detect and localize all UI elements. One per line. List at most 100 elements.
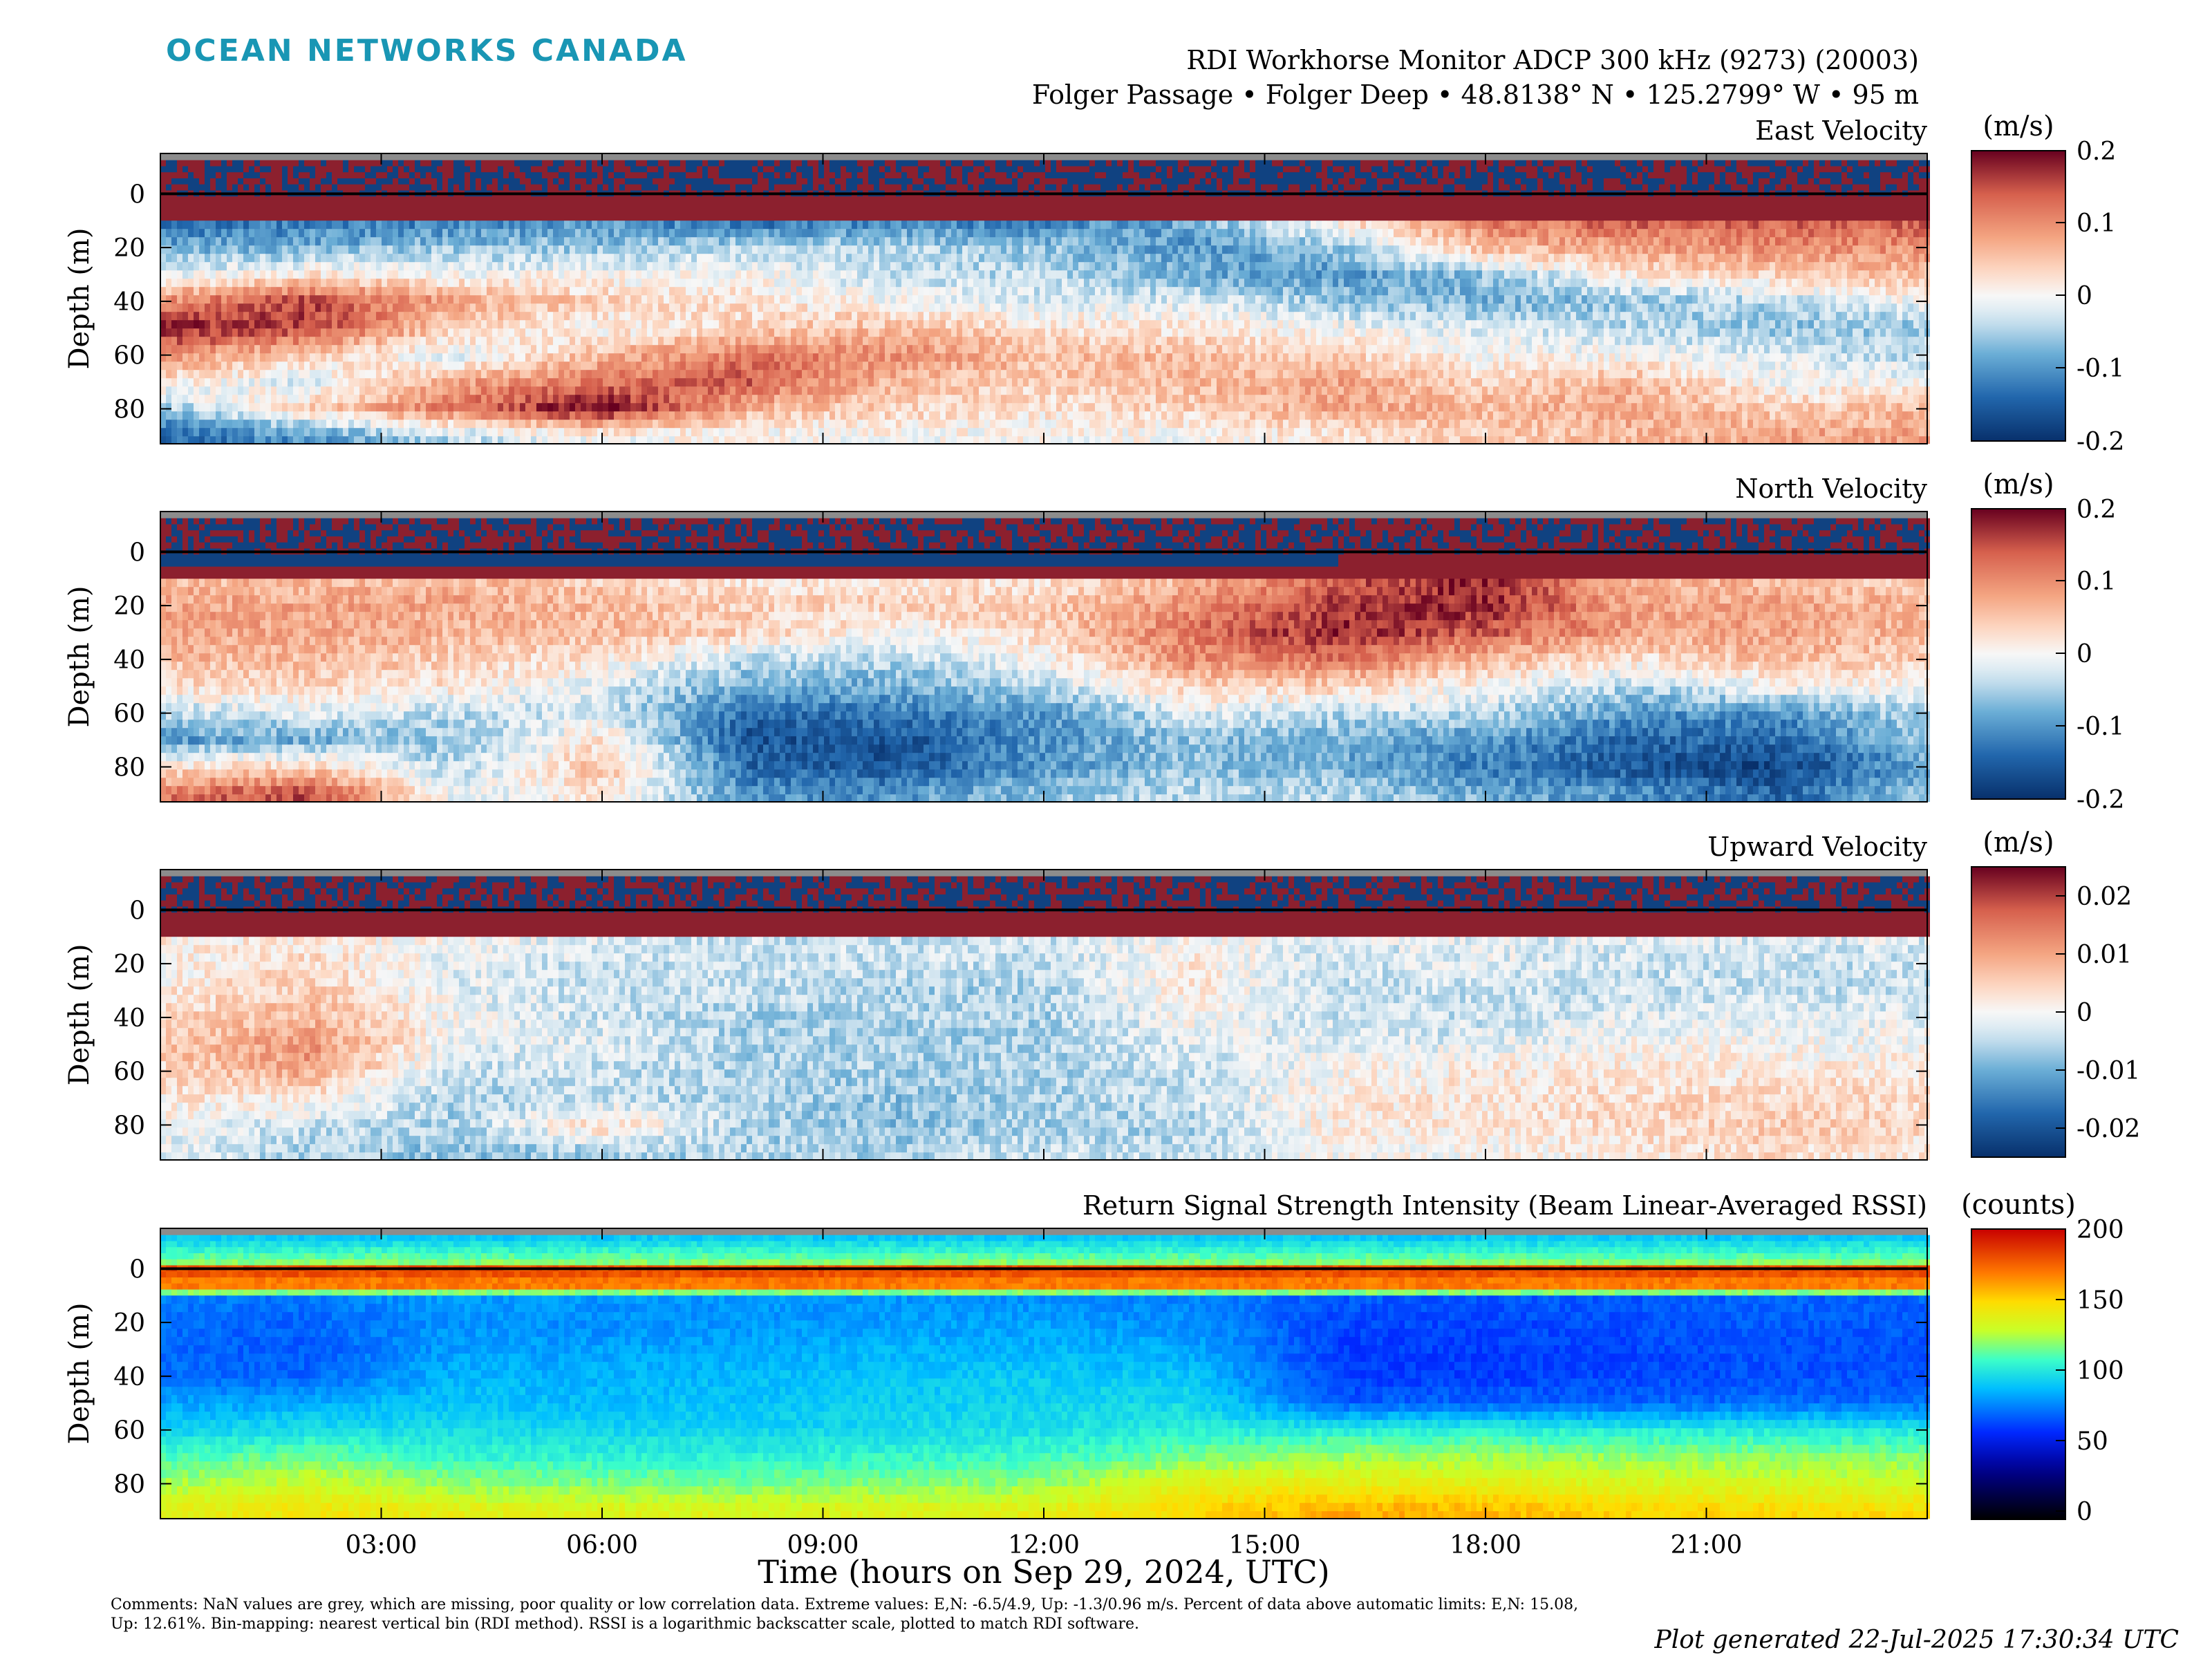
heatmap-cell: [332, 303, 337, 312]
heatmap-cell: [752, 279, 758, 288]
heatmap-cell: [791, 312, 796, 321]
heatmap-cell: [885, 337, 890, 346]
heatmap-cell: [304, 386, 310, 395]
heatmap-cell: [503, 312, 509, 321]
heatmap-cell: [310, 436, 315, 444]
heatmap-cell: [592, 370, 597, 379]
heatmap-cell: [343, 328, 348, 337]
heatmap-cell: [686, 178, 691, 185]
heatmap-cell: [730, 229, 735, 238]
heatmap-cell: [868, 172, 874, 179]
heatmap-cell: [802, 295, 807, 304]
heatmap-cell: [536, 312, 542, 321]
heatmap-cell: [830, 378, 835, 387]
heatmap-cell: [249, 403, 254, 412]
heatmap-cell: [371, 428, 376, 437]
heatmap-cell: [896, 262, 901, 271]
heatmap-cell: [492, 214, 498, 221]
heatmap-cell: [520, 172, 525, 179]
heatmap-cell: [559, 370, 564, 379]
heatmap-cell: [735, 184, 741, 191]
heatmap-cell: [194, 303, 199, 312]
heatmap-cell: [653, 203, 658, 209]
heatmap-cell: [365, 328, 371, 337]
heatmap-cell: [835, 208, 841, 215]
heatmap-cell: [863, 166, 868, 173]
heatmap-cell: [227, 196, 232, 203]
heatmap-cell: [371, 420, 376, 429]
heatmap-cell: [271, 203, 276, 209]
heatmap-cell: [481, 420, 487, 429]
heatmap-cell: [409, 320, 415, 329]
heatmap-cell: [299, 214, 304, 221]
heatmap-cell: [426, 395, 431, 404]
heatmap-cell: [299, 254, 304, 263]
heatmap-cell: [785, 166, 791, 173]
heatmap-cell: [830, 395, 835, 404]
heatmap-cell: [785, 178, 791, 185]
heatmap-cell: [404, 428, 409, 437]
heatmap-cell: [708, 320, 713, 329]
heatmap-cell: [415, 287, 420, 296]
heatmap-cell: [332, 279, 337, 288]
heatmap-cell: [874, 166, 879, 173]
heatmap-cell: [448, 184, 453, 191]
heatmap-cell: [221, 254, 227, 263]
heatmap-cell: [686, 436, 691, 444]
heatmap-cell: [310, 395, 315, 404]
heatmap-cell: [470, 178, 476, 185]
heatmap-cell: [326, 303, 332, 312]
heatmap-cell: [376, 229, 382, 238]
heatmap-cell: [210, 320, 216, 329]
heatmap-cell: [630, 287, 636, 296]
heatmap-cell: [326, 378, 332, 387]
heatmap-cell: [586, 320, 592, 329]
heatmap-cell: [282, 237, 288, 246]
heatmap-cell: [487, 378, 492, 387]
heatmap-cell: [166, 214, 171, 221]
heatmap-cell: [332, 160, 337, 167]
heatmap-cell: [586, 184, 592, 191]
heatmap-cell: [271, 287, 276, 296]
heatmap-cell: [896, 237, 901, 246]
heatmap-cell: [824, 221, 830, 229]
heatmap-cell: [619, 184, 625, 191]
heatmap-cell: [288, 411, 293, 420]
heatmap-cell: [525, 254, 531, 263]
heatmap-cell: [752, 345, 758, 354]
heatmap-cell: [868, 312, 874, 321]
heatmap-cell: [393, 411, 398, 420]
heatmap-cell: [592, 345, 597, 354]
heatmap-cell: [575, 245, 581, 254]
heatmap-cell: [205, 208, 210, 215]
heatmap-cell: [426, 428, 431, 437]
heatmap-cell: [343, 378, 348, 387]
heatmap-cell: [879, 184, 885, 191]
heatmap-cell: [232, 245, 238, 254]
heatmap-cell: [337, 411, 343, 420]
heatmap-cell: [813, 245, 818, 254]
heatmap-cell: [553, 196, 559, 203]
heatmap-cell: [901, 221, 907, 229]
heatmap-cell: [813, 328, 818, 337]
heatmap-cell: [857, 184, 863, 191]
heatmap-cell: [741, 295, 747, 304]
heatmap-cell: [857, 203, 863, 209]
heatmap-cell: [874, 436, 879, 444]
heatmap-cell: [901, 295, 907, 304]
heatmap-cell: [520, 303, 525, 312]
heatmap-cell: [774, 362, 780, 371]
heatmap-cell: [531, 328, 536, 337]
heatmap-cell: [188, 160, 194, 167]
heatmap-cell: [221, 320, 227, 329]
heatmap-cell: [885, 420, 890, 429]
heatmap-cell: [238, 245, 243, 254]
heatmap-cell: [879, 245, 885, 254]
heatmap-cell: [216, 353, 221, 362]
heatmap-cell: [769, 245, 774, 254]
heatmap-cell: [481, 312, 487, 321]
heatmap-cell: [536, 178, 542, 185]
heatmap-cell: [293, 160, 299, 167]
heatmap-cell: [299, 262, 304, 271]
heatmap-cell: [503, 254, 509, 263]
